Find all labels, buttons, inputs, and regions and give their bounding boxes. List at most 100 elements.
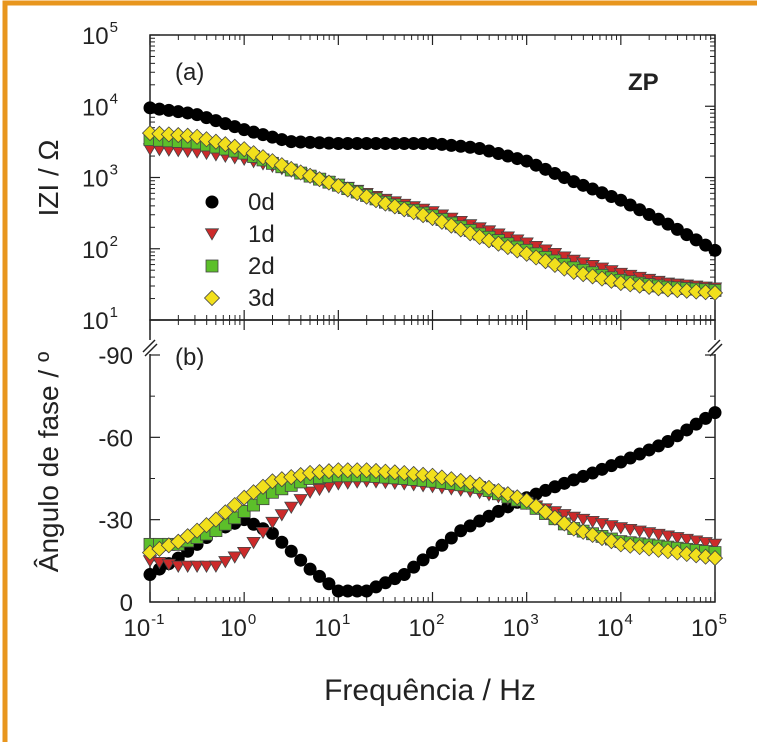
legend-marker-1d [204, 228, 220, 241]
data-point-0d [303, 562, 317, 576]
data-point-0d [341, 137, 355, 151]
y-tick-label: 0 [120, 590, 133, 617]
panel-a-y-axis-label: IZI / Ω [33, 140, 64, 217]
data-point-0d [369, 137, 383, 151]
data-point-0d [313, 136, 326, 150]
data-point-0d [444, 138, 458, 152]
data-point-3d [622, 276, 639, 293]
y-tick-label: -30 [98, 508, 133, 535]
axis-break-left [142, 339, 158, 357]
data-point-0d [661, 435, 675, 449]
panel-b-y-axis-label: Ângulo de fase / º [33, 352, 64, 572]
data-point-1d [255, 526, 271, 540]
data-point-3d [245, 145, 262, 162]
data-point-0d [350, 584, 364, 598]
legend-marker-3d [203, 289, 221, 307]
data-point-0d [294, 553, 308, 567]
legend-marker-2d [205, 259, 219, 273]
series-3d [141, 125, 724, 301]
data-point-0d [397, 567, 411, 581]
data-point-3d [706, 284, 724, 301]
panel-b-series [141, 406, 724, 598]
data-point-0d [265, 526, 279, 540]
data-point-3d [509, 242, 526, 259]
panel-b-phase-chart: 0 -30 -60 -90 10-1 100 101 102 103 104 105 (b) Ân… [33, 319, 727, 707]
data-point-0d [416, 137, 430, 151]
y-tick-label: 105 [82, 19, 118, 50]
data-point-1d [265, 516, 280, 530]
data-point-3d [631, 277, 648, 294]
x-tick-label: 103 [503, 611, 539, 642]
axis-break-right [707, 339, 723, 357]
data-point-3d [650, 280, 667, 297]
data-point-1d [707, 538, 723, 552]
data-point-1d [199, 560, 214, 573]
series-3d [141, 462, 724, 567]
data-point-1d [171, 560, 186, 573]
data-point-0d [397, 137, 411, 151]
data-point-0d [388, 137, 402, 151]
data-point-0d [689, 417, 703, 431]
data-point-0d [670, 429, 684, 443]
data-point-1d [312, 483, 327, 497]
panel-a-x-ticks [149, 35, 716, 320]
data-point-0d [303, 135, 317, 149]
x-tick-label: 105 [691, 611, 727, 642]
data-point-0d [350, 137, 364, 151]
data-point-0d [699, 411, 713, 425]
data-point-0d [407, 560, 421, 574]
data-point-0d [284, 135, 298, 149]
legend-label-0d: 0d [248, 189, 275, 216]
data-point-0d [378, 137, 392, 151]
data-point-1d [208, 560, 224, 573]
y-tick-label: 103 [82, 162, 118, 193]
legend-label-2d: 2d [248, 253, 275, 280]
x-axis-label: Frequência / Hz [324, 674, 536, 707]
panel-b-label: (b) [175, 344, 204, 371]
panel-a-series [141, 101, 724, 301]
data-point-0d [360, 137, 374, 151]
data-point-0d [426, 546, 439, 560]
data-point-0d [143, 568, 157, 582]
data-point-0d [322, 136, 336, 150]
data-point-1d [302, 486, 318, 499]
data-point-0d [708, 406, 722, 420]
data-point-0d [322, 577, 336, 591]
data-point-0d [275, 535, 289, 549]
data-point-1d [284, 501, 299, 514]
data-point-3d [641, 278, 658, 296]
data-point-3d [706, 550, 724, 567]
data-point-1d [218, 556, 233, 569]
panel-a-label: (a) [175, 59, 204, 86]
panel-a-magnitude-chart: 101 102 103 104 105 (a) ZP IZI / Ω 0d 1d 2d 3d [33, 19, 724, 335]
legend: 0d 1d 2d 3d [203, 189, 275, 312]
data-point-3d [612, 274, 629, 292]
y-tick-label: 104 [82, 90, 118, 121]
legend-label-3d: 3d [248, 285, 275, 312]
data-point-0d [331, 137, 345, 151]
data-point-1d [246, 536, 261, 550]
data-point-3d [226, 496, 243, 514]
data-point-1d [180, 560, 195, 573]
data-point-3d [207, 511, 224, 528]
x-tick-label: 104 [597, 611, 633, 642]
data-point-0d [435, 538, 449, 552]
x-tick-label: 101 [314, 611, 350, 642]
data-point-1d [293, 494, 308, 507]
data-point-0d [331, 584, 345, 598]
data-point-1d [189, 560, 205, 573]
x-tick-label: 10-1 [123, 611, 164, 642]
y-tick-label: 102 [82, 233, 118, 264]
data-point-1d [236, 547, 252, 560]
data-point-0d [284, 544, 298, 558]
data-point-0d [435, 137, 449, 151]
y-tick-label: 101 [82, 304, 118, 335]
y-tick-label: -60 [98, 425, 133, 452]
data-point-0d [416, 553, 430, 567]
series-0d [143, 406, 722, 598]
data-point-0d [680, 423, 694, 437]
data-point-3d [217, 504, 234, 521]
data-point-1d [227, 551, 242, 564]
